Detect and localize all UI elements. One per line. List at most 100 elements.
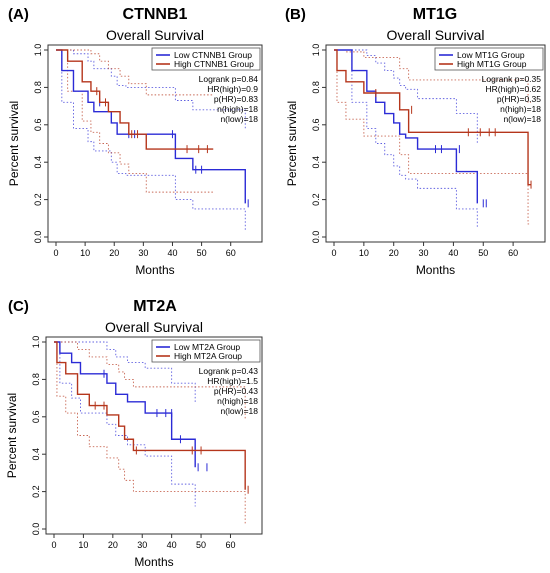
x-tick-label: 30 [138, 248, 148, 258]
high-group-survival-line [54, 341, 246, 490]
stat-label: n(low)=18 [503, 114, 541, 124]
y-tick-label: 1.0 [31, 336, 41, 349]
stat-label: p(HR)=0.35 [497, 94, 541, 104]
low-group-survival-line [334, 49, 478, 204]
plot-frame [45, 336, 263, 535]
stat-label: n(high)=18 [217, 104, 258, 114]
gene-title: MT2A [133, 298, 177, 315]
chart-title: Overall Survival [105, 319, 203, 335]
legend-label: Low CTNNB1 Group [174, 50, 252, 60]
legend-box [434, 47, 544, 71]
x-tick-label: 40 [167, 248, 177, 258]
legend-label: High CTNNB1 Group [174, 59, 254, 69]
x-tick-label: 10 [80, 248, 90, 258]
panel-letter: (C) [8, 298, 29, 315]
panel-letter: (B) [285, 6, 306, 23]
stat-label: n(high)=18 [217, 396, 258, 406]
x-tick-label: 50 [196, 540, 206, 550]
high-group-ci-lower [56, 49, 214, 193]
legend-box [151, 47, 261, 71]
x-axis-label: Months [134, 555, 173, 569]
x-tick-label: 20 [109, 248, 119, 258]
x-axis-label: Months [416, 263, 455, 277]
y-tick-label: 1.0 [33, 44, 43, 57]
low-group-survival-line [54, 341, 196, 468]
y-tick-label: 0.0 [33, 231, 43, 244]
x-tick-label: 40 [167, 540, 177, 550]
high-group-ci-upper [56, 49, 214, 96]
stat-label: Logrank p=0.35 [482, 74, 542, 84]
y-tick-label: 0.8 [31, 373, 41, 386]
y-tick-label: 0.8 [311, 81, 321, 94]
y-tick-label: 0.2 [311, 193, 321, 206]
x-tick-label: 30 [137, 540, 147, 550]
high-group-ci-lower [334, 49, 532, 225]
chart-title: Overall Survival [106, 27, 204, 43]
x-tick-label: 0 [53, 248, 58, 258]
low-group-ci-upper [56, 49, 246, 129]
y-axis-label: Percent survival [285, 101, 299, 186]
x-axis-label: Months [135, 263, 174, 277]
low-group-survival-line [56, 49, 246, 204]
stat-label: n(low)=18 [220, 406, 258, 416]
legend-label: Low MT2A Group [174, 342, 240, 352]
x-tick-label: 0 [51, 540, 56, 550]
y-tick-label: 1.0 [311, 44, 321, 57]
y-tick-label: 0.0 [311, 231, 321, 244]
x-tick-label: 20 [389, 248, 399, 258]
x-tick-label: 60 [225, 540, 235, 550]
stat-label: p(HR)=0.83 [214, 94, 258, 104]
stat-label: Logrank p=0.43 [199, 366, 259, 376]
x-tick-label: 60 [226, 248, 236, 258]
x-tick-label: 50 [197, 248, 207, 258]
x-tick-label: 10 [78, 540, 88, 550]
low-group-ci-lower [334, 49, 478, 228]
x-tick-label: 30 [419, 248, 429, 258]
y-tick-label: 0.6 [33, 119, 43, 132]
stat-label: HR(high)=1.5 [207, 376, 258, 386]
y-tick-label: 0.4 [311, 156, 321, 169]
stat-label: Logrank p=0.84 [199, 74, 259, 84]
x-tick-label: 40 [448, 248, 458, 258]
legend-label: High MT2A Group [174, 351, 242, 361]
high-group-ci-lower [54, 341, 246, 524]
stat-label: HR(high)=0.62 [485, 84, 541, 94]
legend-box [151, 339, 261, 363]
plot-frame [325, 44, 546, 243]
y-tick-label: 0.8 [33, 81, 43, 94]
panel-b: (B) MT1G Overall Survival 0 10 20 30 40 50 60 0.… [280, 0, 550, 290]
plot-frame [47, 44, 263, 243]
x-tick-label: 50 [478, 248, 488, 258]
y-tick-label: 0.4 [33, 156, 43, 169]
y-tick-label: 0.2 [31, 485, 41, 498]
y-tick-label: 0.0 [31, 523, 41, 536]
stat-label: p(HR)=0.43 [214, 386, 258, 396]
high-group-ci-upper [54, 341, 246, 419]
low-group-ci-lower [54, 341, 196, 507]
gene-title: MT1G [412, 6, 458, 23]
x-tick-label: 10 [359, 248, 369, 258]
x-tick-label: 0 [331, 248, 336, 258]
survival-chart: Overall Survival 0 10 20 30 40 50 60 0.0 0.2 0.4 0.… [5, 319, 263, 569]
y-tick-label: 0.6 [311, 119, 321, 132]
y-axis-label: Percent survival [7, 101, 21, 186]
gene-title: CTNNB1 [122, 6, 188, 23]
y-axis-label: Percent survival [5, 393, 19, 478]
y-tick-label: 0.6 [31, 411, 41, 424]
legend-label: High MT1G Group [457, 59, 527, 69]
panel-c: (C) MT2A Overall Survival 0 10 20 30 40 50 60 0.… [0, 292, 275, 573]
survival-chart: Overall Survival 0 10 20 30 40 50 60 0.0 0.2 0.4 0.… [7, 27, 263, 277]
legend-label: Low MT1G Group [457, 50, 525, 60]
stat-label: n(low)=18 [220, 114, 258, 124]
panel-letter: (A) [8, 6, 29, 23]
stat-label: n(high)=18 [500, 104, 541, 114]
high-group-survival-line [334, 49, 532, 186]
stat-label: HR(high)=0.9 [207, 84, 258, 94]
x-tick-label: 60 [508, 248, 518, 258]
survival-chart: Overall Survival 0 10 20 30 40 50 60 0.0 0.2 0.4 0.… [285, 27, 546, 277]
chart-title: Overall Survival [386, 27, 484, 43]
x-tick-label: 20 [108, 540, 118, 550]
y-tick-label: 0.2 [33, 193, 43, 206]
y-tick-label: 0.4 [31, 448, 41, 461]
panel-a: (A) CTNNB1 Overall Survival 0 10 20 30 40 50 60… [0, 0, 275, 290]
